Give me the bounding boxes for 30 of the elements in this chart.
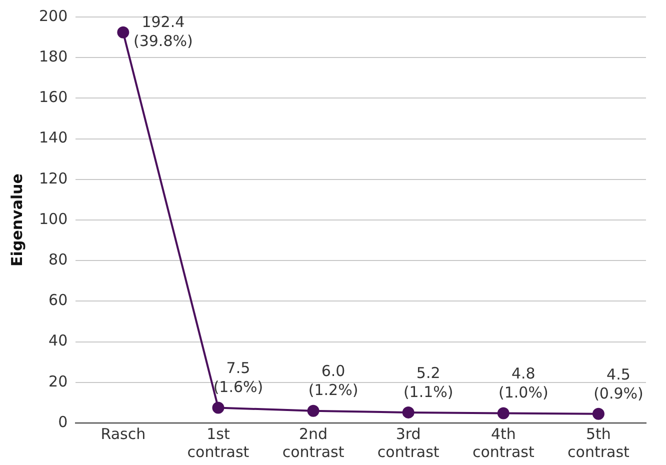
y-tick-label: 100 (38, 210, 68, 228)
point (307, 404, 320, 417)
data-label: 5.2 (1.1%) (403, 364, 454, 401)
point (497, 407, 510, 420)
y-tick-label: 180 (38, 47, 68, 66)
x-tick-label: 3rd contrast (377, 424, 440, 461)
y-tick-label: 20 (48, 372, 68, 390)
y-tick-label: 200 (38, 6, 68, 25)
y-tick-label: 80 (48, 250, 68, 268)
y-axis-title: Eigenvalue (8, 174, 26, 266)
data-label: 4.8 (1.0%) (498, 364, 548, 402)
point (117, 26, 130, 38)
y-tick-label: 0 (58, 412, 68, 431)
x-tick-label: 4th contrast (472, 424, 534, 461)
data-label: 4.5 (0.9%) (594, 365, 644, 402)
x-tick-label: 1st contrast (187, 424, 250, 461)
x-tick-label: Rasch (100, 424, 146, 443)
data-label: 192.4 (39.8%) (133, 12, 193, 50)
y-tick-label: 140 (38, 128, 68, 147)
point (212, 402, 224, 414)
data-label: 7.5 (1.6%) (213, 359, 264, 396)
y-tick-label: 60 (48, 291, 68, 310)
point (402, 406, 414, 418)
data-label: 6.0 (1.2%) (308, 362, 358, 400)
point (592, 408, 604, 420)
y-tick-label: 160 (38, 88, 68, 106)
y-tick-label: 40 (48, 332, 68, 350)
x-tick-label: 2nd contrast (282, 424, 344, 461)
y-tick-label: 120 (38, 169, 68, 188)
x-tick-label: 5th contrast (568, 424, 630, 461)
